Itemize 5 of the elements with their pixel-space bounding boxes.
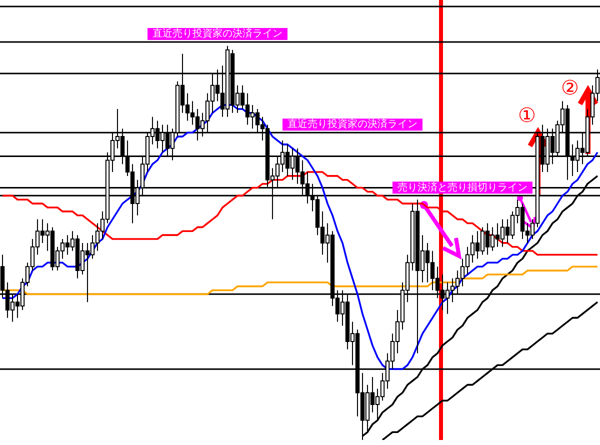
annotation: ① [518,103,536,128]
ref-line-label: 直近売り投資家の決済ライン [288,118,418,130]
ref-line-label: 直近売り投資家の決済ライン [152,28,282,40]
annotation: ② [561,75,579,100]
ref-line-label: 売り決済と売り損切りライン [398,181,528,194]
